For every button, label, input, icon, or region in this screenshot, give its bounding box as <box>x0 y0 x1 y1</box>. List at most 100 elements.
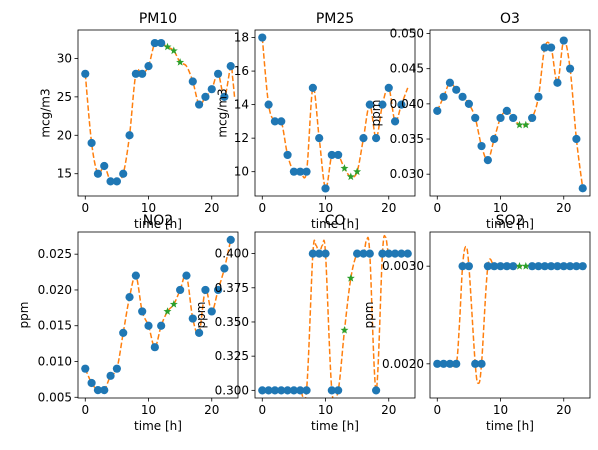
observed-point <box>125 131 134 140</box>
interpolation-line <box>84 40 236 184</box>
observed-point <box>378 100 387 109</box>
observed-point <box>283 150 292 160</box>
observed-point <box>315 249 324 258</box>
observed-point <box>334 150 343 160</box>
y-tick-label: 25 <box>57 90 72 104</box>
observed-point <box>100 386 109 395</box>
observed-point <box>213 285 223 295</box>
x-tick-label: 20 <box>381 201 396 215</box>
y-tick-label: 0.375 <box>215 281 249 295</box>
observed-point <box>528 262 537 271</box>
observed-point <box>372 386 381 395</box>
x-tick-label: 20 <box>204 403 219 417</box>
observed-point <box>119 328 128 337</box>
observed-point <box>220 264 229 273</box>
observed-point <box>547 262 556 271</box>
subplot-pm10: 0 10 20 15 20 25 30 PM10 time [h] mcg/m3 <box>39 11 239 231</box>
x-tick-label: 10 <box>493 403 508 417</box>
observed-point <box>270 117 280 126</box>
observed-point <box>112 177 121 186</box>
observed-point <box>81 364 90 373</box>
subplot-title: PM10 <box>139 11 177 27</box>
interpolation-line <box>262 234 408 398</box>
x-tick-label: 10 <box>141 201 156 215</box>
x-axis-label: time [h] <box>486 419 534 433</box>
y-tick-label: 0.325 <box>215 349 249 363</box>
observed-point <box>138 69 147 78</box>
y-tick-label: 30 <box>57 51 72 65</box>
observed-point <box>534 92 543 101</box>
y-tick-label: 0.040 <box>390 97 424 111</box>
observed-point <box>397 100 406 109</box>
observed-point <box>359 134 368 143</box>
y-tick-label: 0.300 <box>215 383 249 397</box>
x-tick-label: 20 <box>556 403 571 417</box>
x-axis-label: time [h] <box>311 419 359 433</box>
observed-point <box>87 138 96 148</box>
observed-point <box>93 386 103 395</box>
x-tick-label: 10 <box>318 403 333 417</box>
observed-point <box>258 33 267 42</box>
x-tick-label: 20 <box>556 201 571 215</box>
observed-point <box>289 167 298 176</box>
observed-point <box>112 364 121 373</box>
observed-point <box>334 386 343 395</box>
y-tick-label: 0.400 <box>215 247 249 261</box>
x-tick-label: 20 <box>204 201 219 215</box>
observed-point <box>150 38 159 48</box>
observed-point <box>106 177 115 186</box>
observed-point <box>502 262 511 271</box>
observed-point <box>540 262 549 271</box>
y-tick-label: 18 <box>234 31 249 45</box>
observed-point <box>353 249 362 258</box>
subplot-title: O3 <box>500 11 520 27</box>
y-tick-label: 0.015 <box>38 319 72 333</box>
imputed-point <box>163 42 172 51</box>
observed-point <box>201 92 210 101</box>
observed-point <box>226 62 235 71</box>
axes-frame <box>254 29 416 197</box>
subplot-title: PM25 <box>316 11 354 27</box>
y-tick-label: 12 <box>234 131 249 145</box>
interpolation-line <box>261 37 409 190</box>
subplot-title: NO2 <box>143 213 173 229</box>
observed-point <box>471 359 480 368</box>
observed-point <box>490 134 499 144</box>
axes-frame <box>429 29 591 197</box>
observed-point <box>528 113 537 123</box>
observed-point <box>296 386 305 395</box>
observed-point <box>372 134 381 143</box>
observed-point <box>277 386 286 395</box>
observed-point <box>207 307 216 316</box>
observed-point <box>131 69 140 78</box>
imputed-point <box>521 120 530 129</box>
observed-point <box>359 249 368 258</box>
observed-point <box>195 328 204 337</box>
x-axis-label: time [h] <box>134 419 182 433</box>
y-tick-label: 0.0030 <box>382 259 424 273</box>
x-tick-label: 0 <box>81 201 89 215</box>
observed-point <box>289 386 298 395</box>
observed-point <box>264 386 273 395</box>
observed-point <box>195 100 204 109</box>
imputed-point <box>346 172 355 181</box>
observed-point <box>176 285 185 295</box>
observed-point <box>464 99 473 108</box>
observed-point <box>403 249 412 258</box>
observed-point <box>264 100 273 109</box>
x-axis-label: time [h] <box>311 217 359 231</box>
y-tick-label: 0.030 <box>390 167 424 181</box>
observed-point <box>365 100 374 109</box>
observed-point <box>321 184 330 193</box>
observed-point <box>464 262 473 271</box>
observed-point <box>477 359 486 368</box>
y-tick-label: 0.035 <box>390 132 424 146</box>
observed-point <box>296 167 305 176</box>
x-tick-label: 0 <box>433 201 441 215</box>
y-tick-label: 0.020 <box>38 283 72 297</box>
x-axis-label: time [h] <box>134 217 182 231</box>
observed-point <box>483 156 492 165</box>
observed-point <box>131 271 140 280</box>
